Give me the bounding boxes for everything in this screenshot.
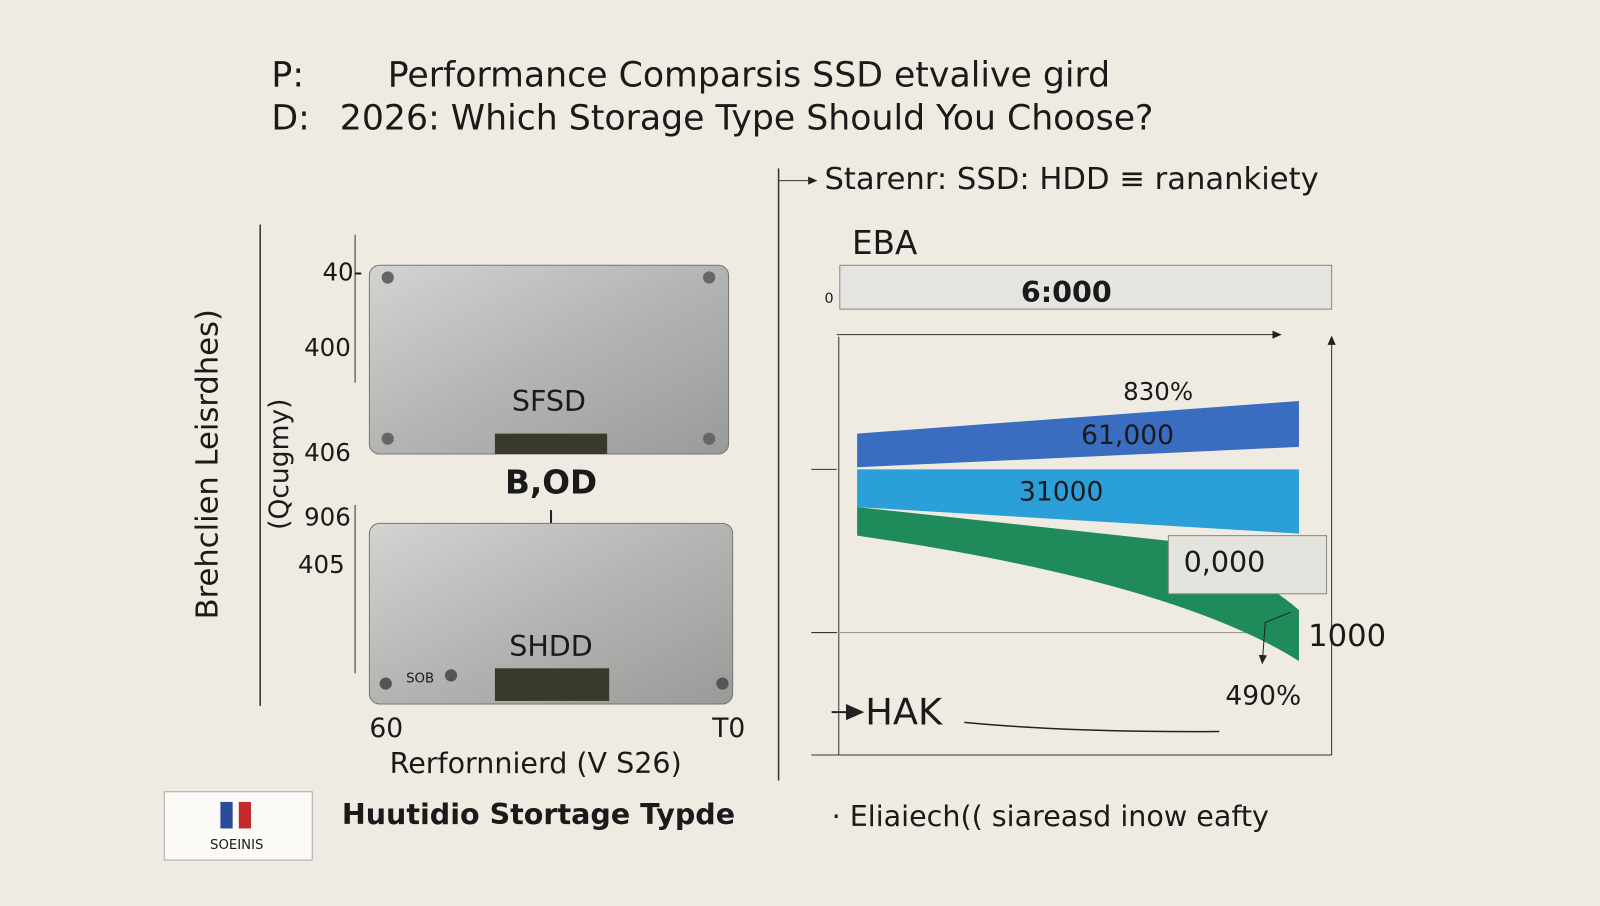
small-label: SOB — [406, 671, 434, 686]
badge-text: SOEINIS — [210, 838, 263, 853]
tick-label: 40- — [322, 257, 362, 286]
bar — [857, 400, 1299, 468]
box — [1167, 535, 1328, 595]
x-end: T0 — [711, 713, 745, 744]
zero: 0 — [824, 291, 833, 307]
bar-label: 61,000 — [1081, 420, 1174, 451]
middle-label: B,OD — [505, 464, 597, 502]
percent-label: 830% — [1123, 377, 1193, 406]
axis-sublabel: (Qcugmy) — [264, 399, 295, 530]
screws — [379, 669, 729, 690]
top-bar — [839, 264, 1333, 310]
footnote: · Eliaiech(( siareasd inow eafty — [832, 799, 1269, 833]
axis-label: Brehclien Leisrdhes) — [191, 309, 226, 619]
tick-label: 906 — [304, 502, 351, 531]
flag — [238, 801, 252, 829]
arrow — [1258, 611, 1292, 665]
heading: EBA — [852, 224, 918, 262]
tick-label: 400 — [304, 333, 351, 362]
title-prefix: D: — [271, 98, 309, 138]
title-prefix: P: — [271, 56, 304, 96]
flag — [220, 801, 233, 829]
bar-label: 31000 — [1019, 476, 1103, 507]
box-label: 0,000 — [1184, 545, 1266, 579]
percent-label: 490% — [1225, 680, 1301, 711]
bottom-label: HAK — [865, 691, 943, 734]
connector — [494, 433, 608, 455]
bar — [857, 469, 1299, 534]
band — [857, 507, 1299, 662]
tick-label: 405 — [298, 550, 345, 579]
title: Performance Comparsis SSD etvalive gird — [388, 56, 1110, 96]
title: 2026: Which Storage Type Should You Choo… — [340, 98, 1154, 138]
drive-label: SFSD — [512, 384, 586, 418]
connector — [494, 668, 610, 701]
x-start: 60 — [369, 713, 403, 744]
tick-label: 406 — [304, 438, 351, 467]
ssd-drive — [368, 264, 730, 455]
screws — [381, 271, 716, 445]
badge — [163, 791, 313, 861]
bar-label: 6:000 — [1021, 275, 1112, 309]
side-value: 1000 — [1308, 619, 1386, 654]
curve — [964, 721, 1220, 733]
caption: Huutidio Stortage Typde — [342, 797, 735, 831]
x-label: Rerfornnierd (V S26) — [390, 746, 682, 780]
tick-arrows — [811, 468, 1296, 634]
hdd-drive — [368, 522, 734, 705]
legend: Starenr: SSD: HDD ≡ ranankiety — [824, 162, 1318, 197]
drive-label: SHDD — [509, 629, 593, 663]
